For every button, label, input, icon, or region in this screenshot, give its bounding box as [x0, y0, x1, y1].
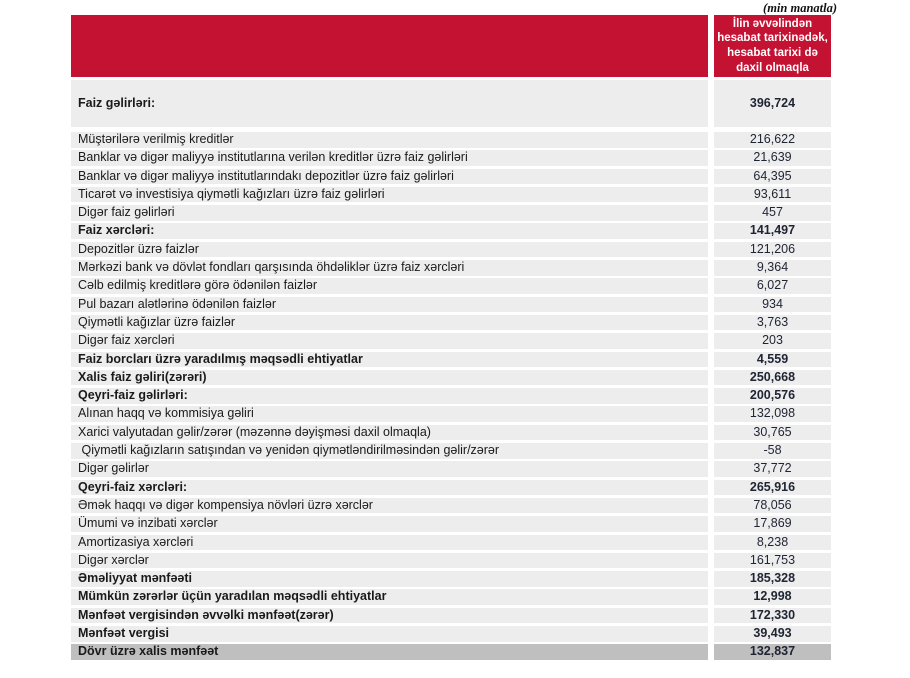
row-label: Əmək haqqı və digər kompensiya növləri ü… [71, 497, 708, 514]
row-label: Digər xərclər [71, 552, 708, 569]
row-label: Mümkün zərərlər üçün yaradılan məqsədli … [71, 589, 708, 605]
row-label: Ümumi və inzibati xərclər [71, 516, 708, 532]
table-row: Mənfəət vergisi 39,493 [71, 626, 831, 642]
row-label: Qiymətli kağızlar üzrə faizlər [71, 314, 708, 331]
row-label: Xarici valyutadan gəlir/zərər (məzənnə d… [71, 424, 708, 441]
row-value: 161,753 [714, 552, 831, 569]
table-row: Ticarət və investisiya qiymətli kağızlar… [71, 186, 831, 203]
table-row: Mənfəət vergisindən əvvəlki mənfəət(zərə… [71, 607, 831, 624]
table-header-row: İlin əvvəlindən hesabat tarixinədək, hes… [71, 15, 831, 77]
row-label: Dövr üzrə xalis mənfəət [71, 644, 708, 660]
row-label: Pul bazarı alətlərinə ödənilən faizlər [71, 296, 708, 313]
row-value: 172,330 [714, 607, 831, 624]
row-label: Depozitlər üzrə faizlər [71, 241, 708, 258]
row-value: 200,576 [714, 388, 831, 404]
row-value: 265,916 [714, 479, 831, 496]
row-label: Digər faiz xərcləri [71, 333, 708, 349]
table-body: Faiz gəlirləri: 396,724 Müştərilərə veri… [71, 80, 831, 660]
row-value: 78,056 [714, 497, 831, 514]
row-label: Xalis faiz gəliri(zərəri) [71, 369, 708, 386]
row-value: 17,869 [714, 516, 831, 532]
table-row: Pul bazarı alətlərinə ödənilən faizlər 9… [71, 296, 831, 313]
row-value: 132,837 [714, 644, 831, 660]
table-row: Banklar və digər maliyyə institutlarına … [71, 150, 831, 166]
row-label: Ticarət və investisiya qiymətli kağızlar… [71, 186, 708, 203]
table-row: Dövr üzrə xalis mənfəət 132,837 [71, 644, 831, 660]
row-label: Banklar və digər maliyyə institutlarına … [71, 150, 708, 166]
row-value: 4,559 [714, 351, 831, 368]
row-value: 93,611 [714, 186, 831, 203]
units-note: (min manatla) [763, 1, 837, 15]
row-label: Əməliyyat mənfəəti [71, 571, 708, 587]
row-value: -58 [714, 443, 831, 459]
row-value: 185,328 [714, 571, 831, 587]
table-header-label-cell [71, 15, 708, 77]
row-label: Mənfəət vergisindən əvvəlki mənfəət(zərə… [71, 607, 708, 624]
table-row: Faiz gəlirləri: 396,724 [71, 80, 831, 127]
table-row: Xalis faiz gəliri(zərəri) 250,668 [71, 369, 831, 386]
table-row: Digər faiz xərcləri 203 [71, 333, 831, 349]
row-label: Faiz gəlirləri: [71, 80, 708, 127]
table-row: Qiymətli kağızlar üzrə faizlər 3,763 [71, 314, 831, 331]
table-row: Mərkəzi bank və dövlət fondları qarşısın… [71, 260, 831, 276]
table-row: Qeyri-faiz xərcləri: 265,916 [71, 479, 831, 496]
row-value: 250,668 [714, 369, 831, 386]
row-value: 457 [714, 205, 831, 221]
row-value: 9,364 [714, 260, 831, 276]
row-value: 396,724 [714, 80, 831, 127]
table-row: Faiz xərcləri: 141,497 [71, 223, 831, 239]
row-value: 3,763 [714, 314, 831, 331]
table-row: Xarici valyutadan gəlir/zərər (məzənnə d… [71, 424, 831, 441]
row-value: 12,998 [714, 589, 831, 605]
row-value: 39,493 [714, 626, 831, 642]
table-row: Alınan haqq və kommisiya gəliri 132,098 [71, 406, 831, 422]
row-label: Digər faiz gəlirləri [71, 205, 708, 221]
row-value: 21,639 [714, 150, 831, 166]
table-row: Əməliyyat mənfəəti 185,328 [71, 571, 831, 587]
table-row: Depozitlər üzrə faizlər 121,206 [71, 241, 831, 258]
table-header-value-cell: İlin əvvəlindən hesabat tarixinədək, hes… [714, 15, 831, 77]
row-value: 64,395 [714, 168, 831, 185]
row-label: Amortizasiya xərcləri [71, 534, 708, 551]
row-label: Faiz xərcləri: [71, 223, 708, 239]
row-label: Mərkəzi bank və dövlət fondları qarşısın… [71, 260, 708, 276]
table-row: Digər faiz gəlirləri 457 [71, 205, 831, 221]
row-value: 30,765 [714, 424, 831, 441]
table-row: Müştərilərə verilmiş kreditlər 216,622 [71, 132, 831, 148]
table-row: Ümumi və inzibati xərclər 17,869 [71, 516, 831, 532]
table-row: Amortizasiya xərcləri 8,238 [71, 534, 831, 551]
row-label: Banklar və digər maliyyə institutlarında… [71, 168, 708, 185]
income-statement-table: İlin əvvəlindən hesabat tarixinədək, hes… [71, 15, 831, 663]
row-value: 8,238 [714, 534, 831, 551]
row-value: 216,622 [714, 132, 831, 148]
row-label: Cəlb edilmiş kreditlərə görə ödənilən fa… [71, 278, 708, 294]
row-label: Faiz borcları üzrə yaradılmış məqsədli e… [71, 351, 708, 368]
table-row: Digər xərclər 161,753 [71, 552, 831, 569]
table-row: Cəlb edilmiş kreditlərə görə ödənilən fa… [71, 278, 831, 294]
row-label: Digər gəlirlər [71, 461, 708, 477]
table-row: Qeyri-faiz gəlirləri: 200,576 [71, 388, 831, 404]
table-row: Banklar və digər maliyyə institutlarında… [71, 168, 831, 185]
table-row: Qiymətli kağızların satışından və yenidə… [71, 443, 831, 459]
row-label: Alınan haqq və kommisiya gəliri [71, 406, 708, 422]
row-value: 6,027 [714, 278, 831, 294]
table-row: Digər gəlirlər 37,772 [71, 461, 831, 477]
row-label: Qeyri-faiz xərcləri: [71, 479, 708, 496]
row-value: 132,098 [714, 406, 831, 422]
table-row: Əmək haqqı və digər kompensiya növləri ü… [71, 497, 831, 514]
table-row: Faiz borcları üzrə yaradılmış məqsədli e… [71, 351, 831, 368]
row-label: Müştərilərə verilmiş kreditlər [71, 132, 708, 148]
row-label: Qeyri-faiz gəlirləri: [71, 388, 708, 404]
table-row: Mümkün zərərlər üçün yaradılan məqsədli … [71, 589, 831, 605]
row-value: 121,206 [714, 241, 831, 258]
row-label: Qiymətli kağızların satışından və yenidə… [71, 443, 708, 459]
row-value: 37,772 [714, 461, 831, 477]
row-value: 203 [714, 333, 831, 349]
row-value: 141,497 [714, 223, 831, 239]
row-label: Mənfəət vergisi [71, 626, 708, 642]
row-value: 934 [714, 296, 831, 313]
